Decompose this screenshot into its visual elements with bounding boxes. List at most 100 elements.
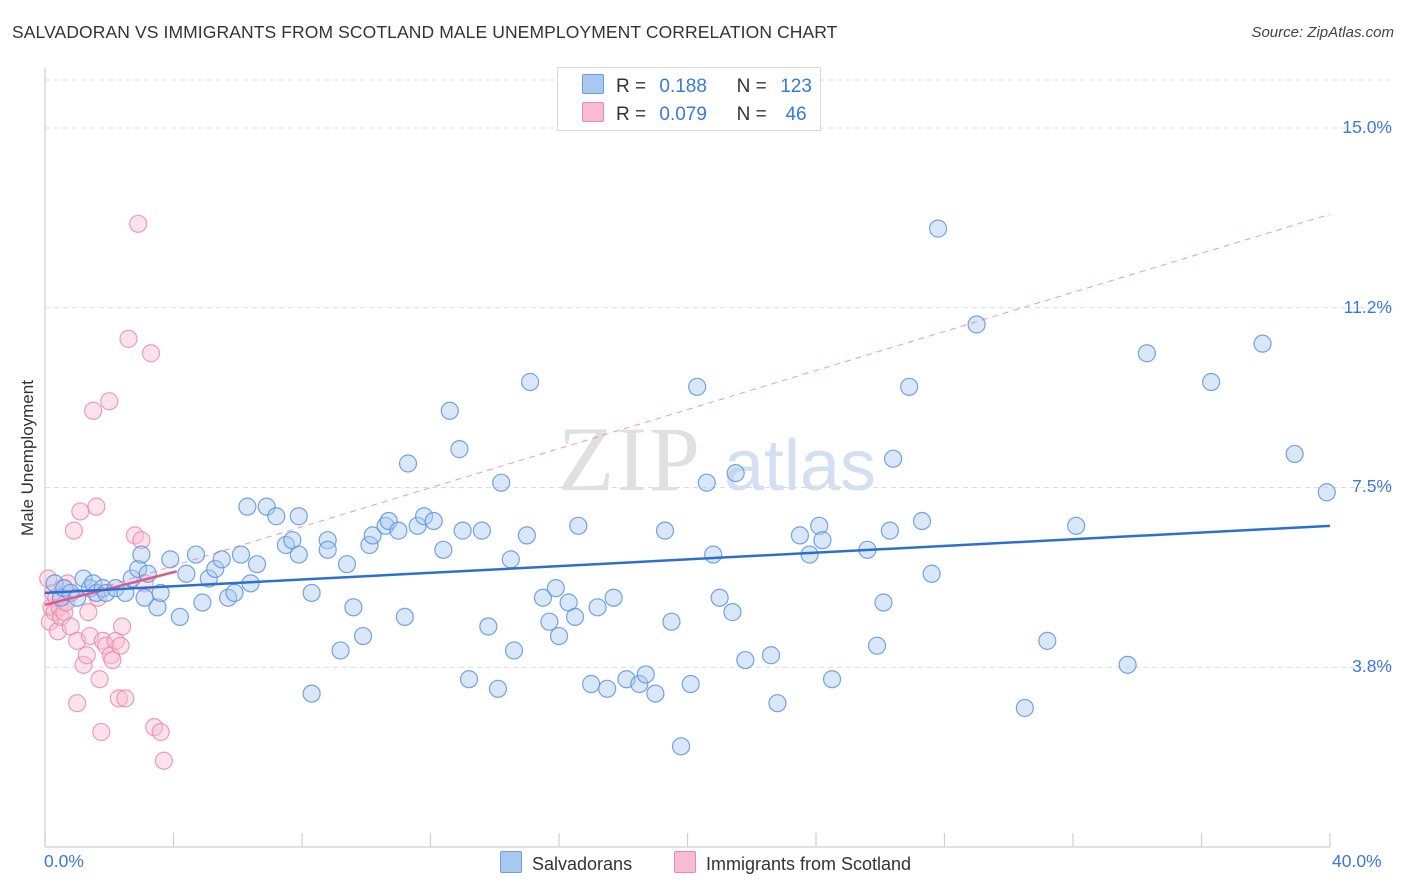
salvadoran-point: [488, 679, 508, 698]
salvadoran-point: [337, 555, 357, 574]
salvadoran-point: [880, 521, 899, 540]
scotland-point: [93, 631, 112, 650]
salvadoran-point: [922, 564, 941, 583]
scotland-trend-extended: [44, 213, 1331, 606]
correlation-legend: R = 0.188 N = 123 R = 0.079 N = 46: [557, 67, 821, 131]
scotland-point: [103, 650, 122, 670]
salvadoran-point: [1067, 516, 1086, 535]
bottom-legend-salvadorans: Salvadorans: [500, 851, 632, 875]
salvadoran-trend-line: [44, 524, 1331, 595]
salvadoran-points: [45, 219, 1336, 756]
scotland-point: [87, 497, 106, 516]
trend-lines: [44, 213, 1331, 607]
salvadoran-point: [646, 684, 665, 703]
salvadoran-point: [598, 679, 617, 698]
scotland-point: [151, 722, 170, 742]
bottom-legend-label: Immigrants from Scotland: [706, 854, 912, 874]
salvadoran-point: [533, 588, 553, 607]
bottom-swatch-blue: [500, 851, 522, 873]
salvadoran-point: [257, 497, 276, 516]
scotland-point: [154, 751, 173, 770]
scotland-point: [100, 392, 119, 411]
salvadoran-point: [540, 612, 559, 631]
salvadoran-point: [697, 473, 716, 492]
x-tick-max: 40.0%: [1332, 851, 1382, 871]
salvadoran-point: [1038, 631, 1057, 650]
salvadoran-point: [344, 598, 363, 617]
salvadoran-point: [247, 555, 267, 574]
salvadoran-point: [1137, 344, 1156, 363]
watermark-atlas: atlas: [724, 426, 876, 506]
scotland-point: [68, 694, 87, 713]
salvadoran-point: [726, 463, 745, 483]
legend-row-scotland: R = 0.079 N = 46: [582, 102, 816, 128]
scotland-point: [64, 521, 84, 540]
axes: [44, 68, 1331, 848]
legend-swatch-pink: [582, 102, 604, 122]
salvadoran-point: [206, 559, 225, 579]
legend-r-label: R =: [616, 104, 647, 125]
salvadoran-point: [318, 540, 337, 559]
salvadoran-point: [813, 531, 832, 550]
salvadoran-point: [1253, 334, 1272, 353]
salvadoran-point: [267, 507, 286, 526]
salvadoran-point: [1202, 372, 1221, 392]
salvadoran-point: [289, 545, 308, 564]
scotland-point: [119, 329, 138, 348]
salvadoran-point: [424, 511, 443, 531]
scotland-point: [90, 670, 109, 689]
salvadoran-point: [1015, 698, 1034, 718]
salvadoran-point: [74, 569, 93, 588]
salvadoran-point: [710, 588, 729, 607]
salvadoran-point: [459, 670, 479, 689]
salvadoran-point: [302, 583, 321, 603]
salvadoran-point: [450, 440, 469, 459]
salvadoran-point: [129, 559, 148, 579]
salvadoran-point: [549, 626, 569, 646]
salvadoran-point: [151, 583, 170, 603]
salvadoran-point: [318, 531, 337, 550]
scotland-point: [71, 502, 90, 521]
salvadoran-point: [569, 516, 588, 535]
salvadoran-point: [360, 535, 379, 555]
salvadoran-point: [212, 550, 231, 569]
scotland-points: [39, 214, 173, 770]
salvadoran-point: [582, 674, 601, 694]
salvadoran-point: [900, 377, 919, 396]
salvadoran-point: [472, 521, 491, 540]
salvadoran-point: [810, 516, 829, 535]
salvadoran-point: [546, 579, 565, 598]
salvadoran-point: [588, 598, 607, 617]
legend-n-label: N =: [736, 104, 767, 125]
scotland-point: [116, 689, 135, 708]
legend-r-value: 0.188: [659, 76, 707, 97]
y-tick-label: 11.2%: [1343, 296, 1392, 317]
salvadoran-point: [1317, 483, 1336, 502]
salvadoran-point: [434, 540, 453, 559]
salvadoran-point: [655, 521, 675, 540]
scotland-trend-line: [44, 570, 178, 607]
bottom-swatch-pink: [674, 851, 696, 873]
y-tick-label: 15.0%: [1342, 116, 1392, 137]
salvadoran-point: [177, 564, 196, 583]
salvadoran-point: [636, 665, 655, 684]
salvadoran-point: [363, 526, 382, 545]
salvadoran-point: [671, 737, 691, 756]
salvadoran-point: [132, 545, 151, 564]
salvadoran-point: [238, 497, 257, 516]
watermark-zip: ZIP: [558, 408, 702, 510]
bottom-legend-label: Salvadorans: [532, 854, 633, 874]
salvadoran-point: [928, 219, 948, 238]
scotland-point: [92, 722, 111, 742]
salvadoran-point: [492, 473, 511, 492]
salvadoran-point: [883, 449, 903, 468]
salvadoran-point: [662, 612, 681, 631]
salvadoran-point: [604, 588, 623, 607]
y-tick-label: 3.8%: [1352, 656, 1392, 677]
salvadoran-point: [565, 607, 585, 627]
salvadoran-point: [225, 583, 244, 603]
scotland-point: [141, 344, 161, 363]
salvadoran-point: [967, 315, 986, 334]
salvadoran-point: [170, 607, 190, 627]
